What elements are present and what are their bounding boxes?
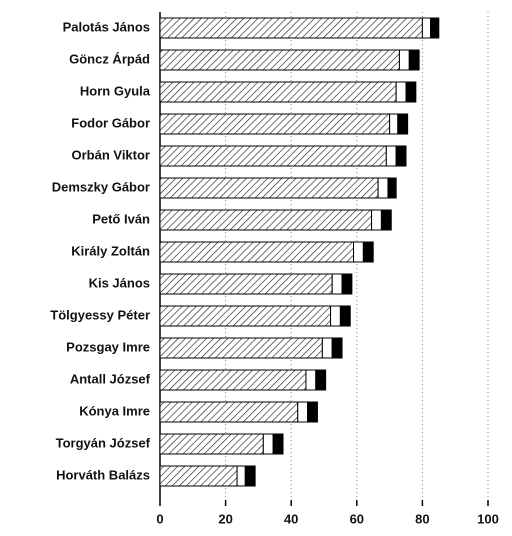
bar-segment xyxy=(272,433,284,455)
bar-segment xyxy=(159,401,299,423)
bar-segment xyxy=(297,401,309,423)
y-tick-label: Horn Gyula xyxy=(80,83,151,98)
bar-segment xyxy=(159,17,423,39)
y-tick-label: Orbán Viktor xyxy=(71,147,150,162)
y-tick-label: Göncz Árpád xyxy=(69,51,150,66)
x-tick-label: 100 xyxy=(477,511,499,526)
bar-segment xyxy=(430,17,440,39)
bar-segment xyxy=(395,81,407,103)
y-tick-label: Kis János xyxy=(89,275,150,290)
bar-segment xyxy=(159,81,397,103)
y-tick-label: Kónya Imre xyxy=(79,403,150,418)
bar-segment xyxy=(331,273,343,295)
y-tick-label: Palotás János xyxy=(63,19,150,34)
bar-segment xyxy=(159,177,379,199)
y-tick-label: Fodor Gábor xyxy=(71,115,150,130)
bar-segment xyxy=(262,433,274,455)
bar-segment xyxy=(159,241,355,263)
bar-segment xyxy=(385,145,397,167)
bar-segment xyxy=(398,49,410,71)
bar-segment xyxy=(159,369,307,391)
bar-segment xyxy=(159,433,264,455)
bar-segment xyxy=(408,49,420,71)
y-tick-label: Pozsgay Imre xyxy=(66,339,150,354)
bar-segment xyxy=(353,241,364,263)
bar-segment xyxy=(371,209,382,231)
bar-segment xyxy=(159,49,400,71)
bar-segment xyxy=(421,17,432,39)
bar-segment xyxy=(395,145,407,167)
y-tick-label: Antall József xyxy=(70,371,151,386)
y-tick-label: Király Zoltán xyxy=(71,243,150,258)
bar-segment xyxy=(387,177,397,199)
y-tick-label: Pető Iván xyxy=(92,211,150,226)
bar-segment xyxy=(236,465,246,487)
bar-segment xyxy=(330,305,341,327)
x-tick-label: 80 xyxy=(415,511,429,526)
bar-segment xyxy=(159,145,387,167)
x-tick-label: 40 xyxy=(284,511,298,526)
bar-segment xyxy=(159,113,391,135)
bar-segment xyxy=(159,465,238,487)
bar-segment xyxy=(159,337,323,359)
x-tick-label: 60 xyxy=(350,511,364,526)
y-tick-label: Tölgyessy Péter xyxy=(50,307,150,322)
bar-segment xyxy=(397,113,409,135)
bar-segment xyxy=(405,81,417,103)
bar-segment xyxy=(377,177,389,199)
x-tick-label: 0 xyxy=(156,511,163,526)
bar-segment xyxy=(362,241,374,263)
bar-segment xyxy=(341,273,353,295)
x-tick-label: 20 xyxy=(218,511,232,526)
bar-segment xyxy=(339,305,351,327)
bar-segment xyxy=(380,209,392,231)
y-tick-label: Horváth Balázs xyxy=(56,467,150,482)
bar-segment xyxy=(389,113,399,135)
y-tick-label: Demszky Gábor xyxy=(52,179,150,194)
bar-segment xyxy=(331,337,343,359)
bar-segment xyxy=(307,401,318,423)
bar-segment xyxy=(159,305,332,327)
bar-segment xyxy=(159,209,373,231)
y-tick-label: Torgyán József xyxy=(56,435,151,450)
bar-segment xyxy=(305,369,317,391)
bar-segment xyxy=(315,369,327,391)
bar-segment xyxy=(159,273,333,295)
bar-segment xyxy=(321,337,333,359)
bar-segment xyxy=(244,465,256,487)
